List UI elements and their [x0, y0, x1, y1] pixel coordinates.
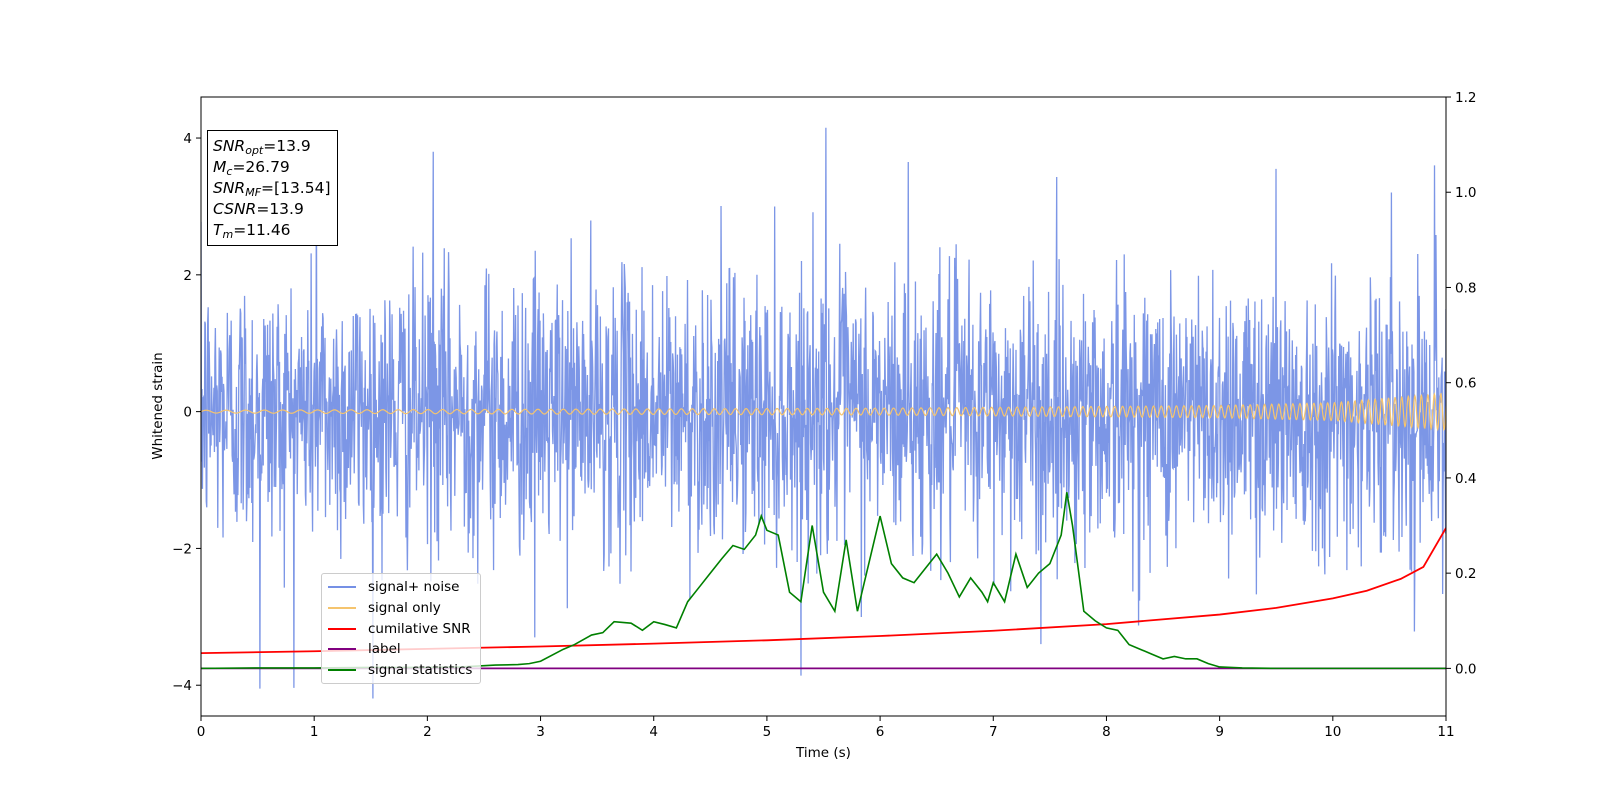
- x-tick-label: 1: [310, 724, 319, 740]
- tm-row: Tm=11.46: [213, 220, 331, 241]
- legend-item-signal-only: signal only: [328, 598, 472, 619]
- y2-tick-label: 1.2: [1455, 90, 1476, 106]
- y-tick-label: −2: [172, 541, 192, 557]
- legend-label: signal statistics: [368, 662, 473, 679]
- y-tick-label: 4: [183, 131, 192, 147]
- x-tick-label: 3: [536, 724, 545, 740]
- csnr-label: CSNR: [213, 200, 257, 218]
- x-tick-label: 5: [763, 724, 772, 740]
- signal-only-series: [201, 392, 1446, 432]
- x-tick-label: 7: [989, 724, 998, 740]
- snr-mf-sub: MF: [245, 186, 262, 199]
- x-axis-label: Time (s): [795, 745, 851, 761]
- legend-swatch: [328, 648, 356, 651]
- x-tick-label: 6: [876, 724, 885, 740]
- legend-item-label: label: [328, 639, 472, 660]
- y2-tick-label: 0.6: [1455, 376, 1476, 392]
- y2-tick-label: 0.8: [1455, 280, 1476, 296]
- legend-label: signal only: [368, 600, 441, 617]
- csnr-row: CSNR=13.9: [213, 199, 331, 220]
- tm-label: T: [213, 221, 223, 239]
- x-tick-label: 9: [1215, 724, 1224, 740]
- mc-row: Mc=26.79: [213, 157, 331, 178]
- y-tick-label: 2: [183, 268, 192, 284]
- cumulative-snr-line: [201, 527, 1446, 655]
- snr-opt-value: =13.9: [263, 137, 311, 155]
- legend-item-signal-noise: signal+ noise: [328, 577, 472, 598]
- snr-opt-label: SNR: [213, 137, 246, 155]
- legend-label: cumilative SNR: [368, 620, 471, 637]
- tm-sub: m: [222, 228, 234, 241]
- signal-noise-series: [201, 127, 1446, 699]
- y-axis-label: Whitened strain: [150, 352, 166, 459]
- legend-swatch: [328, 586, 356, 589]
- mc-value: =26.79: [232, 158, 290, 176]
- signal-statistics-line: [201, 492, 1446, 670]
- snr-mf-value: =[13.54]: [261, 179, 331, 197]
- y-tick-label: 0: [183, 405, 192, 421]
- x-tick-label: 2: [423, 724, 432, 740]
- axes-frame: [200, 96, 1447, 717]
- mc-label: M: [213, 158, 227, 176]
- snr-opt-row: SNRopt=13.9: [213, 136, 331, 157]
- y2-axis-ticks: 0.0 0.2 0.4 0.6 0.8 1.0 1.2: [1446, 90, 1476, 677]
- snr-mf-label: SNR: [213, 179, 246, 197]
- y-tick-label: −4: [172, 678, 192, 694]
- x-tick-label: 4: [649, 724, 658, 740]
- legend: signal+ noise signal only cumilative SNR…: [321, 573, 482, 685]
- legend-label: label: [368, 641, 401, 658]
- signal-noise-line: [201, 127, 1446, 699]
- snr-mf-row: SNRMF=[13.54]: [213, 178, 331, 199]
- signal-only-line: [201, 392, 1446, 432]
- legend-label: signal+ noise: [368, 579, 460, 596]
- csnr-value: =13.9: [256, 200, 304, 218]
- y2-tick-label: 0.2: [1455, 566, 1476, 582]
- legend-item-cumulative-snr: cumilative SNR: [328, 618, 472, 639]
- info-box: SNRopt=13.9 Mc=26.79 SNRMF=[13.54] CSNR=…: [207, 130, 338, 246]
- x-tick-label: 10: [1324, 724, 1341, 740]
- legend-swatch: [328, 627, 356, 630]
- x-axis-ticks: 0 1 2 3 4 5 6 7 8 9 10 11: [197, 716, 1455, 740]
- y2-tick-label: 1.0: [1455, 185, 1476, 201]
- x-tick-label: 11: [1437, 724, 1454, 740]
- legend-swatch: [328, 607, 356, 610]
- legend-swatch: [328, 669, 356, 672]
- snr-opt-sub: opt: [245, 144, 264, 157]
- x-tick-label: 8: [1102, 724, 1111, 740]
- mc-sub: c: [226, 165, 233, 178]
- y2-tick-label: 0.0: [1455, 661, 1476, 677]
- x-tick-label: 0: [197, 724, 206, 740]
- tm-value: =11.46: [233, 221, 291, 239]
- legend-item-signal-statistics: signal statistics: [328, 660, 472, 681]
- y-axis-ticks: −4 −2 0 2 4: [172, 131, 201, 694]
- y2-tick-label: 0.4: [1455, 471, 1476, 487]
